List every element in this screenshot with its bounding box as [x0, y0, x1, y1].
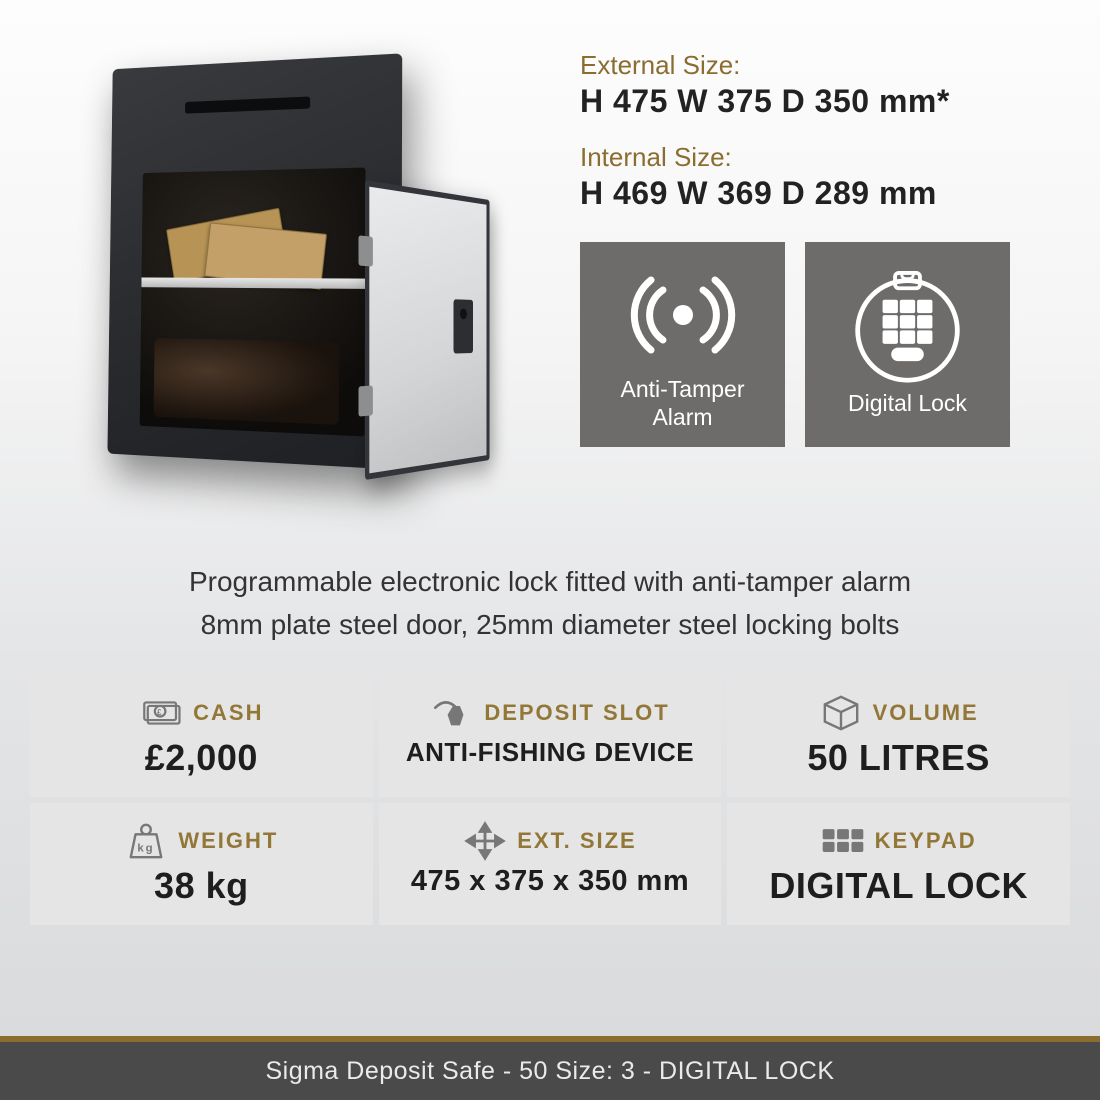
spec-keypad-title: KEYPAD [875, 828, 977, 854]
spec-grid: £ CASH £2,000 DEPOSIT SLOT ANTI-FISHING … [0, 675, 1100, 925]
deposit-slot-shape [185, 96, 310, 113]
footer-bar: Sigma Deposit Safe - 50 Size: 3 - DIGITA… [0, 1042, 1100, 1100]
spec-deposit-value: ANTI-FISHING DEVICE [391, 737, 710, 768]
internal-size-label: Internal Size: [580, 142, 1040, 173]
internal-size-value: H 469 W 369 D 289 mm [580, 175, 1040, 212]
spec-extsize: EXT. SIZE 475 x 375 x 350 mm [379, 803, 722, 925]
spec-weight: kg WEIGHT 38 kg [30, 803, 373, 925]
product-image [60, 40, 550, 520]
specs-column: External Size: H 475 W 375 D 350 mm* Int… [580, 40, 1040, 447]
top-row: External Size: H 475 W 375 D 350 mm* Int… [0, 0, 1100, 530]
spec-weight-value: 38 kg [42, 865, 361, 907]
badge-anti-tamper: Anti-Tamper Alarm [580, 242, 785, 447]
volume-icon [819, 695, 863, 731]
keypad-icon [821, 823, 865, 859]
badge-anti-tamper-label: Anti-Tamper Alarm [621, 376, 745, 431]
extsize-icon [463, 823, 507, 859]
external-size-value: H 475 W 375 D 350 mm* [580, 83, 1040, 120]
svg-text:£: £ [157, 708, 163, 717]
deposit-icon [430, 695, 474, 731]
alarm-icon [623, 257, 743, 372]
footer-text: Sigma Deposit Safe - 50 Size: 3 - DIGITA… [265, 1057, 834, 1086]
safe-interior-shape [140, 168, 366, 437]
spec-weight-title: WEIGHT [178, 828, 278, 854]
keypad-lock-icon [848, 271, 968, 386]
spec-volume: VOLUME 50 LITRES [727, 675, 1070, 797]
svg-text:kg: kg [138, 842, 155, 854]
badge-digital-lock-label: Digital Lock [848, 390, 967, 418]
spec-deposit-title: DEPOSIT SLOT [484, 700, 669, 726]
description: Programmable electronic lock fitted with… [0, 530, 1100, 675]
spec-keypad: KEYPAD DIGITAL LOCK [727, 803, 1070, 925]
spec-keypad-value: DIGITAL LOCK [739, 865, 1058, 907]
spec-volume-value: 50 LITRES [739, 737, 1058, 779]
spec-cash-value: £2,000 [42, 737, 361, 779]
spec-volume-title: VOLUME [873, 700, 979, 726]
spec-cash: £ CASH £2,000 [30, 675, 373, 797]
weight-icon: kg [124, 823, 168, 859]
description-line-1: Programmable electronic lock fitted with… [60, 560, 1040, 603]
cash-icon: £ [139, 695, 183, 731]
spec-extsize-value: 475 x 375 x 350 mm [391, 865, 710, 898]
safe-door-shape [365, 180, 490, 480]
spec-deposit: DEPOSIT SLOT ANTI-FISHING DEVICE [379, 675, 722, 797]
badge-digital-lock: Digital Lock [805, 242, 1010, 447]
external-size-label: External Size: [580, 50, 1040, 81]
badge-row: Anti-Tamper Alarm [580, 242, 1040, 447]
description-line-2: 8mm plate steel door, 25mm diameter stee… [60, 603, 1040, 646]
spec-cash-title: CASH [193, 700, 263, 726]
spec-extsize-title: EXT. SIZE [517, 828, 636, 854]
